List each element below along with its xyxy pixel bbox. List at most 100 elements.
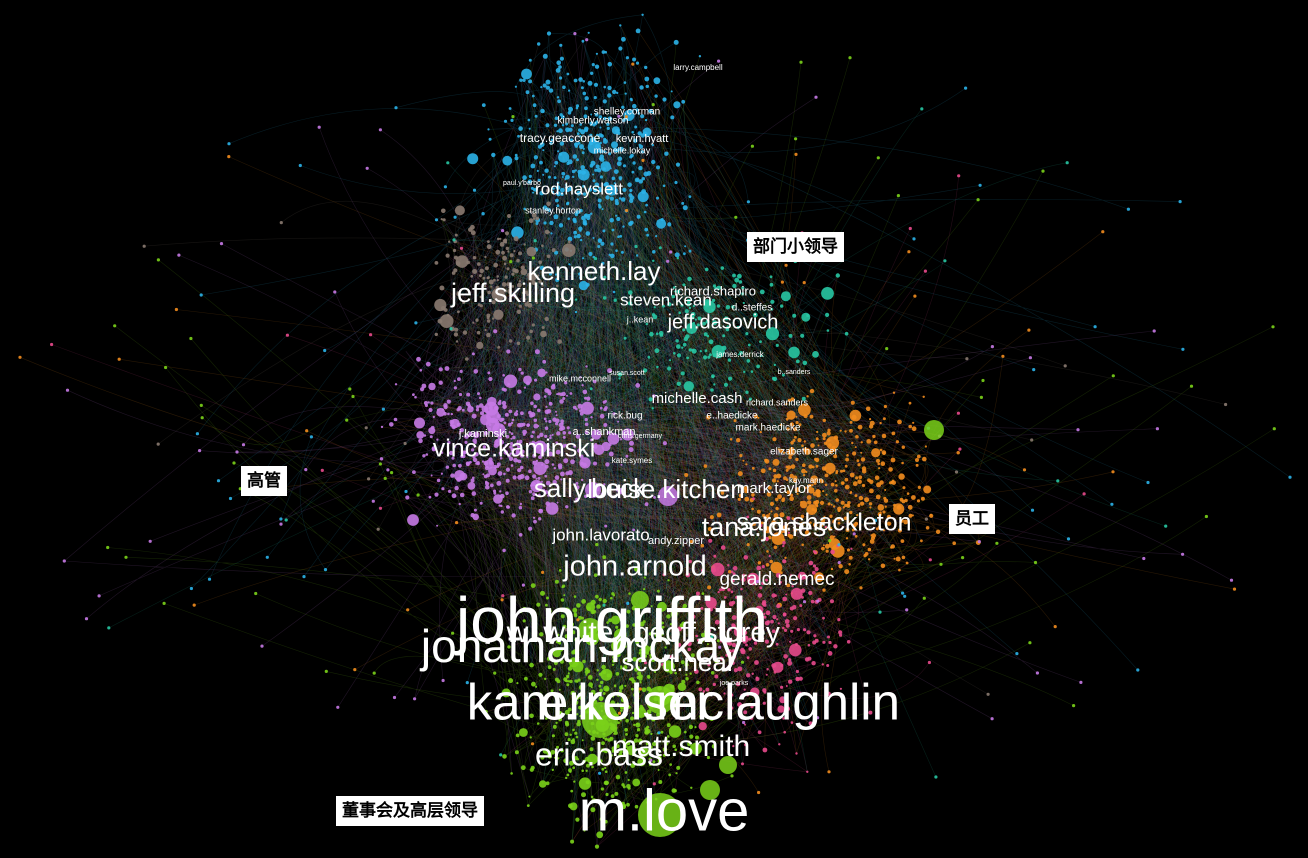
graph-node	[575, 481, 579, 485]
graph-node	[599, 154, 604, 159]
graph-node	[604, 770, 608, 773]
graph-node	[782, 528, 788, 534]
graph-node	[580, 401, 594, 415]
node-label: larry.campbell	[673, 63, 722, 72]
graph-node	[279, 517, 283, 521]
graph-node	[677, 682, 687, 691]
graph-node	[765, 514, 770, 519]
graph-node	[553, 165, 556, 168]
graph-node	[570, 124, 574, 128]
graph-node	[499, 490, 502, 493]
graph-node	[404, 489, 408, 494]
graph-node	[577, 141, 581, 145]
graph-node	[575, 817, 580, 822]
graph-node	[464, 440, 468, 444]
graph-node	[534, 349, 540, 355]
graph-node	[727, 358, 732, 362]
graph-node	[606, 122, 610, 126]
graph-node	[790, 464, 796, 469]
graph-node	[860, 441, 863, 444]
graph-node	[781, 498, 785, 503]
graph-node	[746, 694, 749, 697]
graph-node	[412, 470, 416, 474]
graph-node	[602, 99, 607, 104]
graph-node	[579, 454, 584, 459]
graph-node	[582, 219, 587, 224]
graph-node	[643, 661, 648, 665]
graph-node	[701, 592, 705, 595]
graph-node	[503, 450, 509, 455]
graph-node	[840, 500, 845, 505]
graph-node	[653, 77, 661, 85]
graph-node	[845, 537, 849, 540]
graph-node	[476, 330, 481, 335]
graph-node	[457, 310, 460, 314]
graph-node	[551, 463, 555, 466]
graph-node	[765, 563, 770, 567]
graph-node	[544, 229, 550, 235]
graph-node	[702, 690, 706, 693]
graph-node	[833, 454, 838, 459]
graph-node	[907, 250, 911, 254]
graph-node	[672, 744, 676, 749]
graph-node	[556, 130, 559, 133]
graph-node	[614, 791, 619, 796]
graph-node	[687, 742, 692, 747]
graph-node	[716, 285, 722, 291]
node-label: susan.scott	[609, 370, 644, 377]
graph-node	[481, 103, 486, 107]
graph-node	[757, 561, 762, 565]
graph-node	[494, 438, 502, 447]
graph-node	[658, 246, 662, 250]
graph-node	[592, 179, 596, 183]
graph-node	[676, 256, 679, 260]
graph-node	[790, 629, 794, 633]
graph-node	[531, 280, 537, 285]
graph-node	[506, 349, 511, 354]
graph-node	[583, 829, 586, 832]
graph-node	[434, 332, 438, 337]
graph-node	[626, 745, 637, 756]
graph-node	[620, 697, 626, 703]
graph-node	[810, 475, 818, 484]
graph-node	[640, 653, 645, 659]
graph-node	[690, 786, 693, 789]
graph-node	[529, 210, 532, 213]
graph-node	[574, 310, 578, 314]
graph-node	[514, 85, 518, 88]
graph-node	[902, 486, 906, 490]
graph-node	[757, 593, 763, 598]
graph-node	[565, 505, 569, 509]
graph-node	[454, 233, 458, 237]
graph-node	[779, 423, 783, 427]
graph-node	[608, 253, 611, 256]
graph-node	[649, 758, 653, 762]
graph-node	[483, 709, 488, 714]
graph-node	[743, 555, 749, 560]
graph-node	[819, 500, 825, 505]
node-label: joe.parks	[719, 680, 749, 687]
graph-node	[554, 250, 559, 255]
graph-node	[574, 142, 579, 147]
graph-node	[571, 169, 576, 174]
graph-node	[566, 611, 572, 616]
graph-node	[563, 758, 569, 764]
graph-node	[444, 366, 450, 371]
graph-node	[200, 416, 204, 420]
graph-node	[626, 802, 630, 807]
graph-node	[556, 745, 559, 749]
graph-node	[837, 561, 841, 565]
graph-node	[575, 210, 580, 215]
graph-node	[304, 468, 308, 472]
graph-node	[792, 478, 798, 483]
graph-node	[535, 301, 539, 304]
graph-node	[807, 643, 811, 647]
graph-node	[785, 685, 788, 687]
graph-node	[503, 119, 508, 123]
graph-node	[616, 761, 619, 765]
graph-node	[901, 591, 905, 595]
graph-node	[614, 747, 617, 750]
graph-node	[761, 538, 764, 541]
graph-node	[18, 355, 22, 359]
graph-node	[527, 118, 531, 122]
